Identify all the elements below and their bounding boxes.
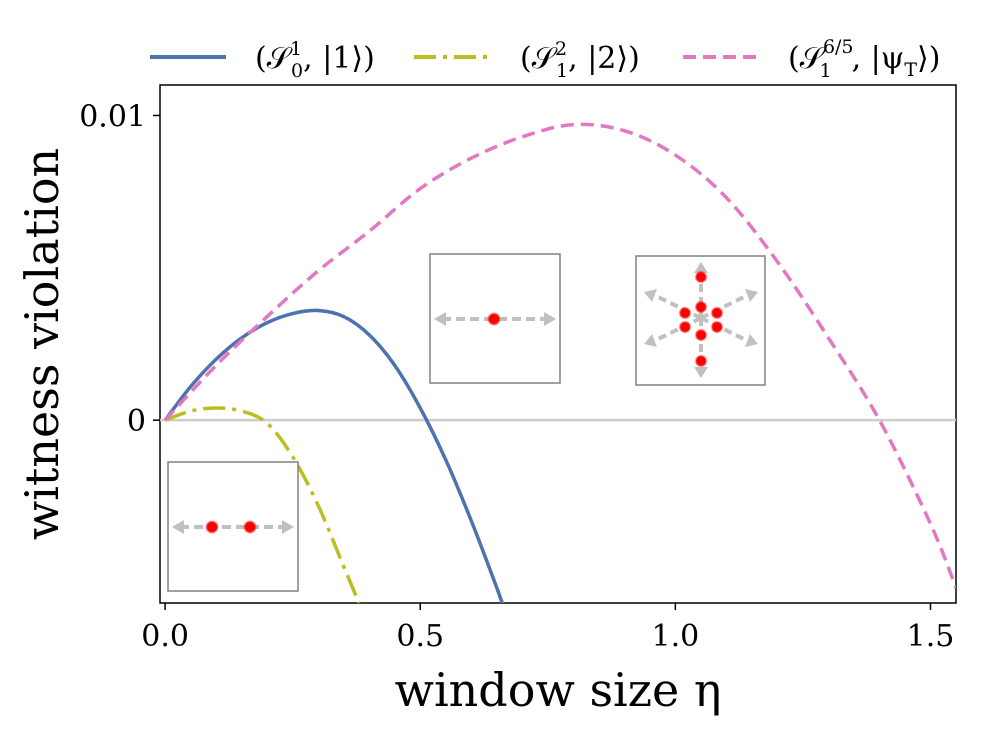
legend-label-2: (𝒮6/5 1, |ψT⟩): [788, 36, 940, 82]
inset-two-particles: [167, 461, 299, 592]
legend-label-0: (𝒮1 0, |1⟩): [255, 38, 375, 82]
x-tick-label: 1.5: [907, 619, 955, 654]
particle-marker: [710, 320, 724, 334]
inset-hexagon: [635, 255, 766, 386]
plot-area: [159, 84, 957, 604]
particle-marker: [710, 306, 724, 320]
particle-marker: [205, 520, 219, 534]
series-line-2: [163, 122, 956, 589]
y-tick-label: 0: [127, 404, 146, 439]
x-tick-label: 0.5: [396, 619, 444, 654]
particle-marker: [694, 328, 708, 342]
x-tick-label: 1.0: [651, 619, 699, 654]
particle-marker: [243, 520, 257, 534]
inset-one-particle: [429, 253, 561, 384]
particle-marker: [694, 300, 708, 314]
particle-marker: [678, 306, 692, 320]
particle-marker: [694, 354, 708, 368]
axis-ticks: 0.0 0.5 1.0 1.5 0 0.01: [79, 99, 954, 654]
legend: (𝒮1 0, |1⟩) (𝒮2 1, |2⟩) (𝒮6/5 1, |ψT⟩): [150, 36, 940, 82]
x-axis-label: window size η: [395, 663, 722, 717]
particle-marker: [678, 320, 692, 334]
x-tick-label: 0.0: [141, 619, 189, 654]
y-axis-label: witness violation: [15, 148, 69, 540]
y-tick-label: 0.01: [79, 99, 146, 134]
series-group: [163, 122, 956, 603]
series-line-1: [164, 406, 361, 603]
series-line-0: [163, 308, 505, 603]
particle-marker: [487, 312, 501, 326]
legend-label-1: (𝒮2 1, |2⟩): [520, 38, 640, 82]
particle-marker: [694, 270, 708, 284]
